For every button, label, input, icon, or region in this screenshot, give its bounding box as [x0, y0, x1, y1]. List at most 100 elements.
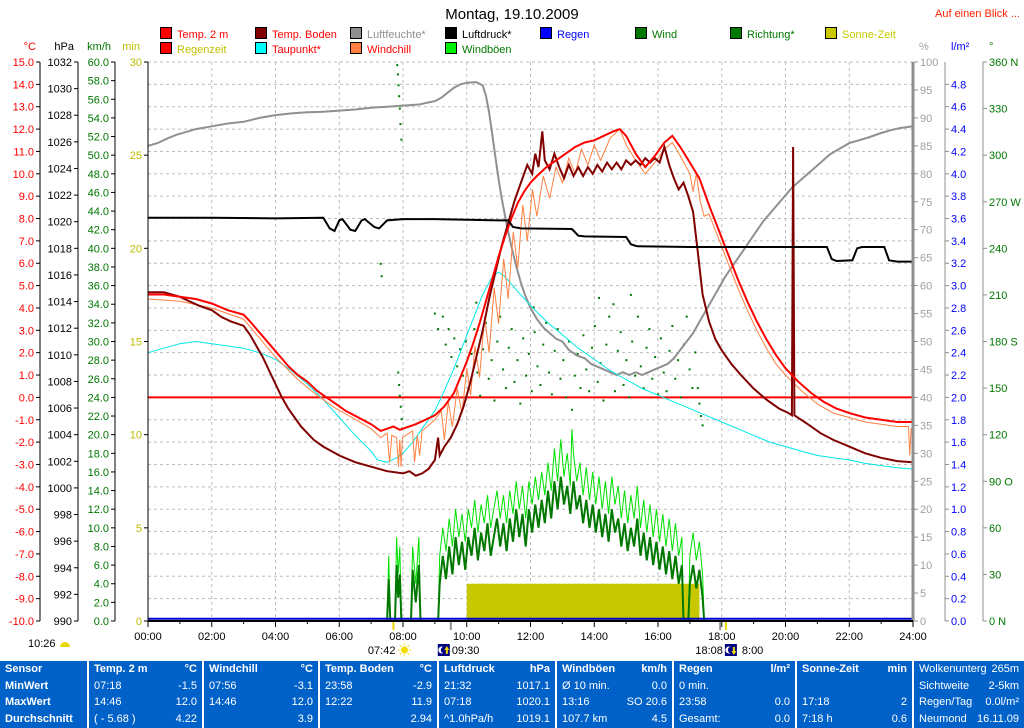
cell-value: 16.11.09 — [976, 712, 1019, 725]
legend-label: Windchill — [367, 44, 412, 56]
svg-text:2.8: 2.8 — [951, 303, 966, 315]
cell-label: Sensor — [5, 663, 43, 675]
svg-text:44.0: 44.0 — [88, 206, 109, 218]
temp-boden-series — [148, 131, 914, 477]
sensor-summary-temp-boden: Temp. Boden °C 23:58 -2.9 12:22 11.9 2.94 — [318, 661, 437, 728]
cell-value: 1017.1 — [516, 679, 550, 692]
svg-text:9.0: 9.0 — [19, 191, 34, 203]
moon-phase-icon — [59, 642, 70, 647]
svg-text:32.0: 32.0 — [88, 318, 109, 330]
legend-label: Wind — [652, 29, 678, 41]
svg-text:40: 40 — [920, 392, 932, 404]
svg-text:-5.0: -5.0 — [15, 504, 34, 516]
svg-text:1012: 1012 — [48, 323, 72, 335]
svg-text:°: ° — [989, 41, 993, 53]
svg-text:95: 95 — [920, 85, 932, 97]
svg-text:0.0: 0.0 — [19, 392, 34, 404]
svg-text:1.8: 1.8 — [951, 415, 966, 427]
svg-text:10: 10 — [130, 430, 142, 442]
cell-value: -2.9 — [413, 679, 432, 692]
svg-text:360 N: 360 N — [989, 57, 1018, 69]
cell-label: Durchschnitt — [5, 712, 73, 725]
wind-swatch-icon — [635, 27, 647, 39]
cell-label: Wolkenunterg — [919, 663, 987, 675]
svg-text:12:00: 12:00 — [517, 631, 545, 643]
svg-text:2.0: 2.0 — [951, 392, 966, 404]
svg-text:50.0: 50.0 — [88, 150, 109, 162]
svg-text:22.0: 22.0 — [88, 411, 109, 423]
svg-text:90: 90 — [920, 113, 932, 125]
legend-item-luftfeuchte[interactable]: Luftfeuchte* — [350, 27, 426, 41]
svg-text:0.8: 0.8 — [951, 527, 966, 539]
sensor-summary-regen: Regen l/m² 0 min. 23:58 0.0 Gesamt: 0.0 — [672, 661, 795, 728]
svg-text:52.0: 52.0 — [88, 132, 109, 144]
legend-item-regenzeit[interactable]: Regenzeit — [160, 42, 227, 56]
regenzeit-swatch-icon — [160, 42, 172, 54]
legend-item-wind[interactable]: Wind — [635, 27, 677, 41]
svg-text:l/m²: l/m² — [951, 41, 970, 53]
cell-value: 12.0 — [291, 696, 313, 708]
svg-text:8.0: 8.0 — [94, 541, 109, 553]
svg-text:4.4: 4.4 — [951, 124, 966, 136]
quick-view-link[interactable]: Auf einen Blick ... — [935, 8, 1020, 20]
svg-text:3.4: 3.4 — [951, 236, 966, 248]
cell-value: 0.0 — [774, 712, 790, 725]
screen-time: 10:26 — [28, 638, 70, 650]
legend-item-temp-boden[interactable]: Temp. Boden — [255, 27, 337, 41]
svg-text:75: 75 — [920, 197, 932, 209]
legend-item-taupunkt[interactable]: Taupunkt* — [255, 42, 321, 56]
legend-label: Taupunkt* — [272, 44, 321, 56]
svg-text:04:00: 04:00 — [262, 631, 290, 643]
svg-text:210: 210 — [989, 290, 1007, 302]
cell-value: km/h — [641, 663, 667, 675]
svg-text:8.0: 8.0 — [19, 214, 34, 226]
cell-label: Regen/Tag — [919, 696, 973, 708]
legend-item-luftdruck[interactable]: Luftdruck* — [445, 27, 512, 41]
svg-text:36.0: 36.0 — [88, 281, 109, 293]
sensor-summary-luftdruck: Luftdruck hPa 21:32 1017.1 07:18 1020.1 ^1.0hP… — [437, 661, 555, 728]
svg-text:1002: 1002 — [48, 456, 72, 468]
svg-text:1.0: 1.0 — [19, 370, 34, 382]
legend-label: Regenzeit — [177, 44, 227, 56]
svg-text:12.0: 12.0 — [88, 504, 109, 516]
temp-boden-swatch-icon — [255, 27, 267, 39]
sensor-summary-windchill: Windchill °C 07:56 -3.1 14:46 12.0 3.9 — [202, 661, 318, 728]
legend-item-richtung[interactable]: Richtung* — [730, 27, 795, 41]
svg-text:2.2: 2.2 — [951, 370, 966, 382]
cell-label: 07:18 — [94, 679, 122, 692]
svg-text:30.0: 30.0 — [88, 337, 109, 349]
svg-text:%: % — [919, 41, 929, 53]
legend-item-sonne-zeit[interactable]: Sonne-Zeit — [825, 27, 896, 41]
svg-text:09:30: 09:30 — [452, 645, 480, 657]
svg-text:4.0: 4.0 — [94, 579, 109, 591]
windb-en-swatch-icon — [445, 42, 457, 54]
cell-value: °C — [184, 663, 197, 675]
legend-item-regen[interactable]: Regen — [540, 27, 589, 41]
legend-label: Richtung* — [747, 29, 795, 41]
svg-text:34.0: 34.0 — [88, 299, 109, 311]
svg-text:08:00: 08:00 — [389, 631, 417, 643]
svg-text:15: 15 — [130, 337, 142, 349]
svg-text:-1.0: -1.0 — [15, 415, 34, 427]
svg-text:150: 150 — [989, 383, 1007, 395]
svg-text:15.0: 15.0 — [13, 57, 34, 69]
svg-text:48.0: 48.0 — [88, 169, 109, 181]
svg-text:2.6: 2.6 — [951, 325, 966, 337]
cell-value: 0.0l/m² — [985, 696, 1019, 708]
svg-text:1008: 1008 — [48, 376, 72, 388]
cell-value: 1020.1 — [516, 696, 550, 708]
legend-item-windchill[interactable]: Windchill — [350, 42, 411, 56]
svg-text:2.0: 2.0 — [94, 597, 109, 609]
svg-text:1026: 1026 — [48, 137, 72, 149]
svg-text:80: 80 — [920, 169, 932, 181]
svg-text:6.0: 6.0 — [94, 560, 109, 572]
svg-text:1032: 1032 — [48, 57, 72, 69]
luftfeuchte-series — [147, 81, 914, 377]
legend-item-windb-en[interactable]: Windböen — [445, 42, 512, 56]
cell-label: Neumond — [919, 712, 967, 725]
cell-label: Gesamt: — [679, 712, 721, 725]
svg-text:16.0: 16.0 — [88, 467, 109, 479]
legend-item-temp-2-m[interactable]: Temp. 2 m — [160, 27, 228, 41]
svg-text:14.0: 14.0 — [88, 486, 109, 498]
cell-value: °C — [300, 663, 313, 675]
